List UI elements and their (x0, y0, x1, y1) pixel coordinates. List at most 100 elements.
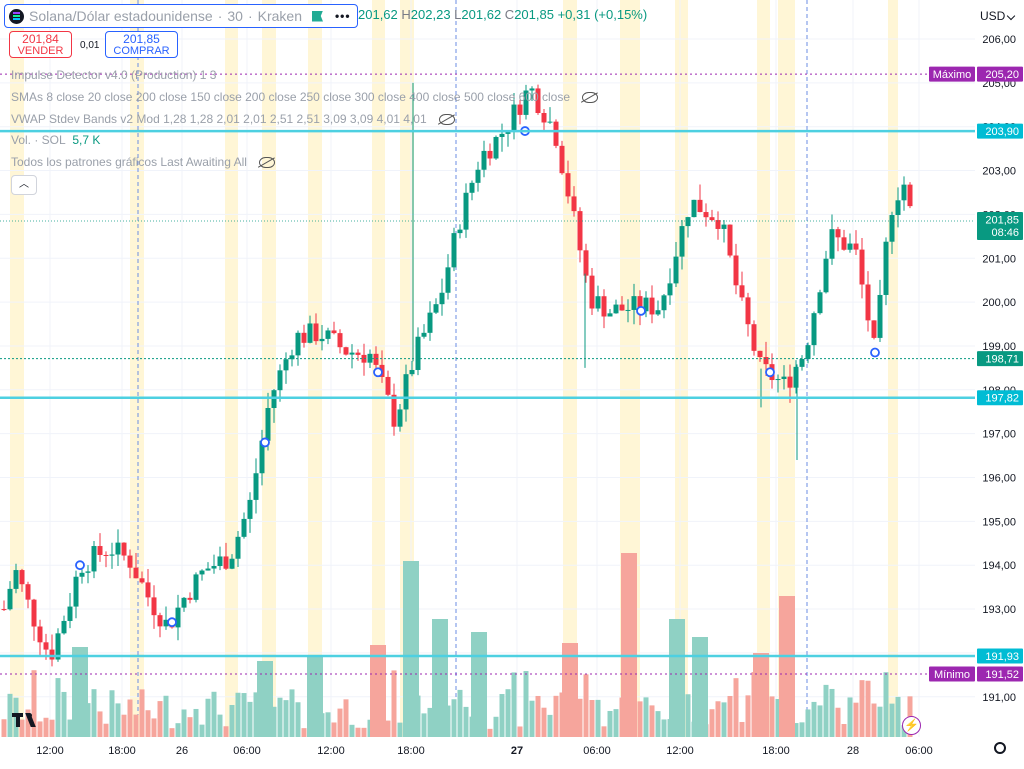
candle-body (673, 256, 679, 284)
candle-body (529, 88, 535, 91)
candle (157, 612, 163, 638)
candle-body (337, 333, 343, 348)
sell-button[interactable]: 201,84 VENDER (9, 31, 72, 58)
volume-bar (211, 691, 217, 737)
gear-icon[interactable] (994, 742, 1006, 754)
buy-button[interactable]: 201,85 COMPRAR (105, 31, 178, 58)
volume-bar (241, 693, 247, 737)
candle (523, 84, 529, 120)
candle-body (349, 352, 355, 355)
sell-label: VENDER (17, 45, 64, 57)
more-options-button[interactable]: ••• (334, 9, 351, 23)
currency-selector[interactable]: USD (980, 6, 1018, 26)
price-label-value: 203,90 (985, 126, 1019, 138)
volume-bar (277, 697, 283, 737)
candle (883, 237, 889, 306)
pattern-marker (636, 305, 646, 316)
volume-bar (205, 698, 211, 737)
volume-bar (181, 709, 187, 737)
volume-bar (121, 714, 127, 737)
volume-bar (349, 724, 355, 737)
volume-bar (145, 710, 151, 737)
candle (487, 143, 493, 166)
volume-bar (199, 724, 205, 737)
volume-bar (67, 719, 73, 737)
volume-bar (685, 694, 691, 737)
candle-body (127, 555, 133, 568)
candle (547, 107, 553, 124)
tradingview-logo-icon[interactable] (12, 711, 42, 729)
candle-body (25, 584, 31, 600)
volume-bar (19, 719, 25, 737)
volume-bar (799, 722, 805, 737)
candle-body (571, 196, 577, 212)
candle-body (97, 546, 103, 555)
session-band (225, 0, 238, 737)
candle (31, 598, 37, 641)
pattern-marker (373, 367, 383, 378)
candle-body (517, 104, 523, 115)
volume-bar (853, 702, 859, 737)
symbol-search-box[interactable]: Solana/Dólar estadounidense · 30 · Krake… (4, 4, 358, 28)
candle-body (295, 332, 301, 356)
candle (781, 365, 787, 390)
candle-body (667, 283, 673, 296)
candle-body (523, 90, 529, 115)
volume-bar (72, 647, 88, 737)
candle (319, 324, 325, 351)
candle-body (691, 199, 697, 218)
candle-body (433, 304, 439, 313)
candle (73, 570, 79, 619)
volume-bar (235, 692, 241, 737)
candle-body (55, 633, 61, 660)
session-band (130, 0, 144, 737)
candle-body (595, 296, 601, 309)
candle-body (805, 345, 811, 359)
candle-body (199, 570, 205, 575)
candle (685, 216, 691, 238)
volume-bar (805, 709, 811, 737)
candle (463, 183, 469, 238)
candle (541, 109, 547, 131)
lightning-icon[interactable]: ⚡ (902, 716, 921, 735)
candle (799, 355, 805, 371)
price-tick-label: 201,00 (982, 253, 1016, 265)
volume-bar (271, 706, 277, 737)
candle-body (265, 408, 271, 441)
symbol-interval: 30 (227, 8, 243, 24)
candle-body (799, 358, 805, 367)
candle (211, 554, 217, 574)
volume-bar (427, 707, 433, 737)
candle (331, 321, 337, 335)
session-band (757, 0, 770, 737)
session-band (10, 0, 24, 737)
volume-bar (517, 726, 523, 737)
volume-bar (877, 706, 883, 737)
volume-bar (103, 723, 109, 737)
candle (193, 572, 199, 603)
candle (103, 551, 109, 568)
candle (709, 209, 715, 222)
volume-bar (325, 712, 331, 737)
candle-body (499, 133, 505, 137)
candle-body (589, 275, 595, 309)
candle-body (631, 296, 637, 310)
candle (907, 182, 913, 209)
candle-body (643, 297, 649, 312)
candle-body (679, 226, 685, 257)
price-label-box (977, 390, 1023, 406)
candle (25, 581, 31, 609)
volume-bar (595, 699, 601, 737)
time-tick-label: 18:00 (108, 745, 136, 757)
volume-bar (829, 688, 835, 737)
candle (139, 571, 145, 584)
candle-body (355, 352, 361, 355)
candle-body (559, 145, 565, 174)
price-label-box (977, 211, 1023, 240)
candle (361, 343, 367, 376)
flag-icon[interactable] (311, 10, 323, 22)
candle-body (781, 376, 787, 380)
candle (271, 389, 277, 423)
candle-body (121, 542, 127, 556)
